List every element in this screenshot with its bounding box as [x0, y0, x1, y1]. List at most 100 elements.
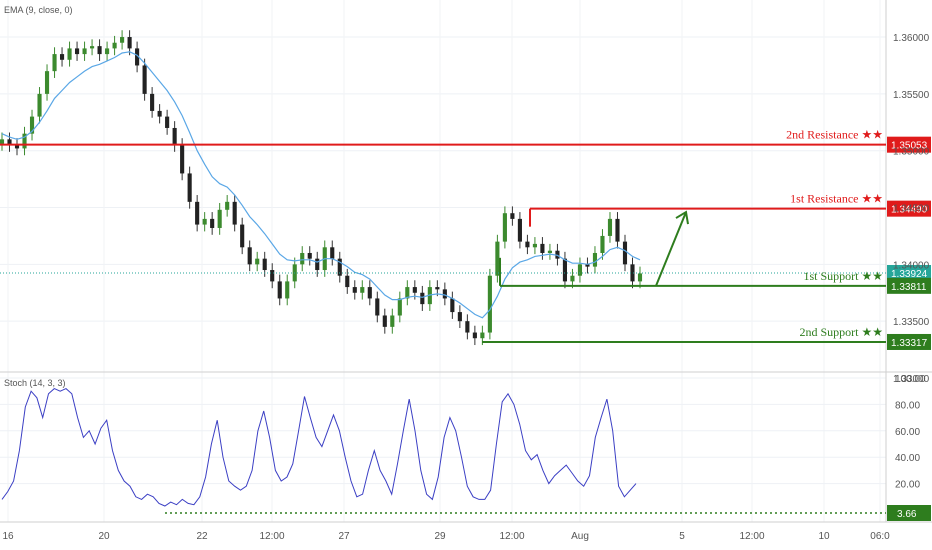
stoch-current-label: 3.66: [897, 509, 917, 520]
price-tick-label: 1.35000: [893, 147, 930, 158]
candle-body: [300, 252, 305, 265]
stoch-tick-label: 40.00: [895, 453, 920, 464]
stoch-line-group: 3.66: [1, 388, 931, 521]
candle-body: [442, 289, 447, 299]
candlestick-series: [0, 30, 643, 346]
candle-body: [352, 287, 357, 293]
candle-body: [165, 116, 170, 128]
candle-body: [570, 275, 575, 282]
candle-body: [375, 298, 380, 316]
level-label: 1st Support ★★: [803, 269, 883, 283]
candle-body: [29, 116, 35, 134]
candle-body: [120, 37, 125, 43]
level-label: 2nd Support ★★: [799, 325, 883, 339]
candle-body: [405, 287, 410, 299]
candle-body: [600, 235, 605, 253]
candle-body: [435, 287, 440, 290]
candle-body: [637, 273, 643, 282]
candle-body: [255, 258, 260, 265]
candle-body: [14, 145, 20, 149]
candle-body: [630, 264, 635, 282]
price-tick-label: 1.33500: [893, 317, 930, 328]
candle-body: [59, 54, 65, 60]
candle-body: [547, 250, 552, 253]
time-tick-label: 5: [679, 531, 685, 542]
ema-indicator-label[interactable]: EMA (9, close, 0): [4, 5, 73, 15]
level-price-label: 1.34490: [891, 205, 928, 216]
candle-body: [502, 213, 507, 242]
candle-body: [187, 173, 192, 202]
stoch-grid: [0, 377, 886, 485]
time-tick-label: 12:00: [259, 531, 284, 542]
stoch-tick-label: 100.00: [895, 374, 926, 385]
candle-body: [97, 46, 102, 55]
time-axis[interactable]: 16 20 22 12:00 27 29 12:00 Aug 5 12:00 10 06:0: [2, 531, 890, 542]
candle-body: [195, 201, 200, 225]
candle-body: [525, 241, 530, 248]
candle-body: [487, 275, 492, 333]
price-tick-label: 1.35500: [893, 90, 930, 101]
candle-body: [307, 252, 312, 259]
candle-body: [330, 247, 335, 259]
candle-body: [592, 252, 598, 267]
stoch-axis[interactable]: 100.00 80.00 60.00 40.00 20.00: [895, 374, 926, 491]
candle-body: [562, 258, 568, 282]
candle-body: [225, 201, 230, 210]
candle-body: [367, 287, 372, 299]
candle-body: [585, 264, 590, 267]
candle-body: [540, 243, 545, 253]
time-tick-label: 12:00: [739, 531, 764, 542]
price-tick-label: 1.34500: [893, 204, 930, 215]
candle-body: [510, 213, 515, 219]
candle-body: [495, 241, 500, 276]
price-grid: [0, 0, 886, 522]
time-tick-label: 06:0: [870, 531, 890, 542]
candle-body: [465, 321, 470, 333]
candle-body: [150, 93, 155, 111]
candle-body: [390, 315, 395, 327]
current-price-label: 1.33924: [891, 269, 928, 280]
level-price-label: 1.35053: [891, 141, 928, 152]
candle-body: [555, 250, 560, 259]
time-tick-label: 22: [196, 531, 208, 542]
current-price-tag: [887, 264, 931, 281]
level-tag: [887, 277, 931, 294]
price-tick-label: 1.34000: [893, 260, 930, 271]
level-tag: [887, 200, 931, 217]
levels-group: 2nd Resistance ★★ 1.35053 1st Resistance ★…: [0, 128, 931, 350]
candle-body: [270, 270, 275, 282]
candle-body: [577, 264, 583, 276]
candle-body: [37, 93, 42, 117]
price-axis[interactable]: 1.36000 1.35500 1.35000 1.34500 1.34000 1.335…: [893, 33, 930, 385]
ema-line-group: [1, 51, 641, 319]
candle-body: [285, 281, 290, 299]
level-label: 2nd Resistance ★★: [786, 128, 883, 142]
time-tick-label: 27: [338, 531, 350, 542]
level-tag: [887, 136, 931, 153]
level-label: 1st Resistance ★★: [790, 192, 883, 206]
time-tick-label: 29: [434, 531, 446, 542]
candle-body: [412, 287, 417, 293]
forecast-arrow-head: [675, 210, 689, 225]
candle-body: [532, 243, 537, 248]
stoch-indicator-label[interactable]: Stoch (14, 3, 3): [4, 378, 66, 388]
candle-body: [337, 258, 342, 276]
stoch-tick-label: 60.00: [895, 427, 920, 438]
forecast-arrow-group: [655, 210, 689, 287]
candle-body: [217, 209, 222, 228]
level-price-label: 1.33811: [891, 282, 927, 293]
candle-body: [52, 54, 57, 72]
candle-body: [315, 258, 320, 271]
price-tick-label: 1.33000: [893, 374, 930, 385]
ema-line: [1, 51, 641, 319]
candle-body: [202, 218, 207, 225]
stoch-line: [1, 388, 637, 507]
stoch-tick-label: 80.00: [895, 400, 920, 411]
candle-body: [172, 127, 177, 146]
candle-body: [74, 48, 80, 55]
candle-body: [607, 218, 613, 236]
candle-body: [157, 110, 162, 117]
candle-body: [105, 48, 110, 55]
time-tick-label: Aug: [571, 531, 589, 542]
candle-body: [44, 71, 50, 94]
